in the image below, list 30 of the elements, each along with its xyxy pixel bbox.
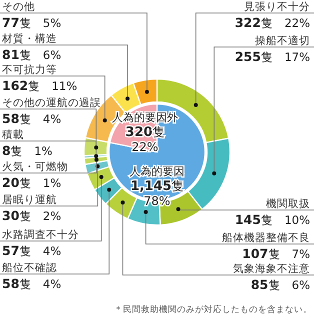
data-label: 85隻 6%	[250, 277, 310, 292]
data-label: 8隻 1%	[2, 143, 53, 158]
data-label: 162隻 11%	[2, 78, 78, 93]
data-label: 322隻 22%	[234, 15, 310, 30]
slice-label: その他	[2, 1, 35, 13]
data-label: 57隻 4%	[2, 243, 62, 258]
slice-label: 船体機器整備不良	[222, 231, 310, 244]
slice-label: 火気・可燃物	[2, 160, 68, 173]
slice-label: 人為的要因	[130, 165, 184, 178]
data-label: 58隻 4%	[2, 276, 62, 291]
slice-label: 見張り不十分	[244, 0, 310, 13]
slice-label: 船位不確認	[2, 261, 57, 274]
text: ＊民間救助機関のみが対応したものを含まない。	[114, 304, 312, 315]
slice-label: 不可抗力等	[2, 63, 57, 76]
data-label: 58隻 4%	[2, 111, 62, 126]
slice-label: 居眠り運航	[2, 193, 57, 206]
slice-label: 操船不適切	[255, 34, 310, 47]
data-label: 107隻 7%	[242, 246, 310, 261]
slice-label: 積載	[2, 128, 24, 141]
slice-label: 材質・構造	[1, 32, 57, 45]
data-label: 77隻 5%	[2, 15, 62, 30]
slice-label: 気象海象不注意	[233, 262, 310, 275]
slice-label: その他の運航の過誤	[2, 96, 101, 109]
slice-label: 機関取扱	[266, 198, 310, 210]
data-label: 255隻 17%	[234, 49, 310, 64]
data-label: 145隻 10%	[234, 212, 310, 227]
slice-label: 水路調査不十分	[2, 228, 79, 241]
data-label: 81隻 6%	[2, 47, 62, 62]
data-label: 20隻 1%	[2, 175, 62, 190]
data-label: 30隻 2%	[2, 208, 62, 223]
